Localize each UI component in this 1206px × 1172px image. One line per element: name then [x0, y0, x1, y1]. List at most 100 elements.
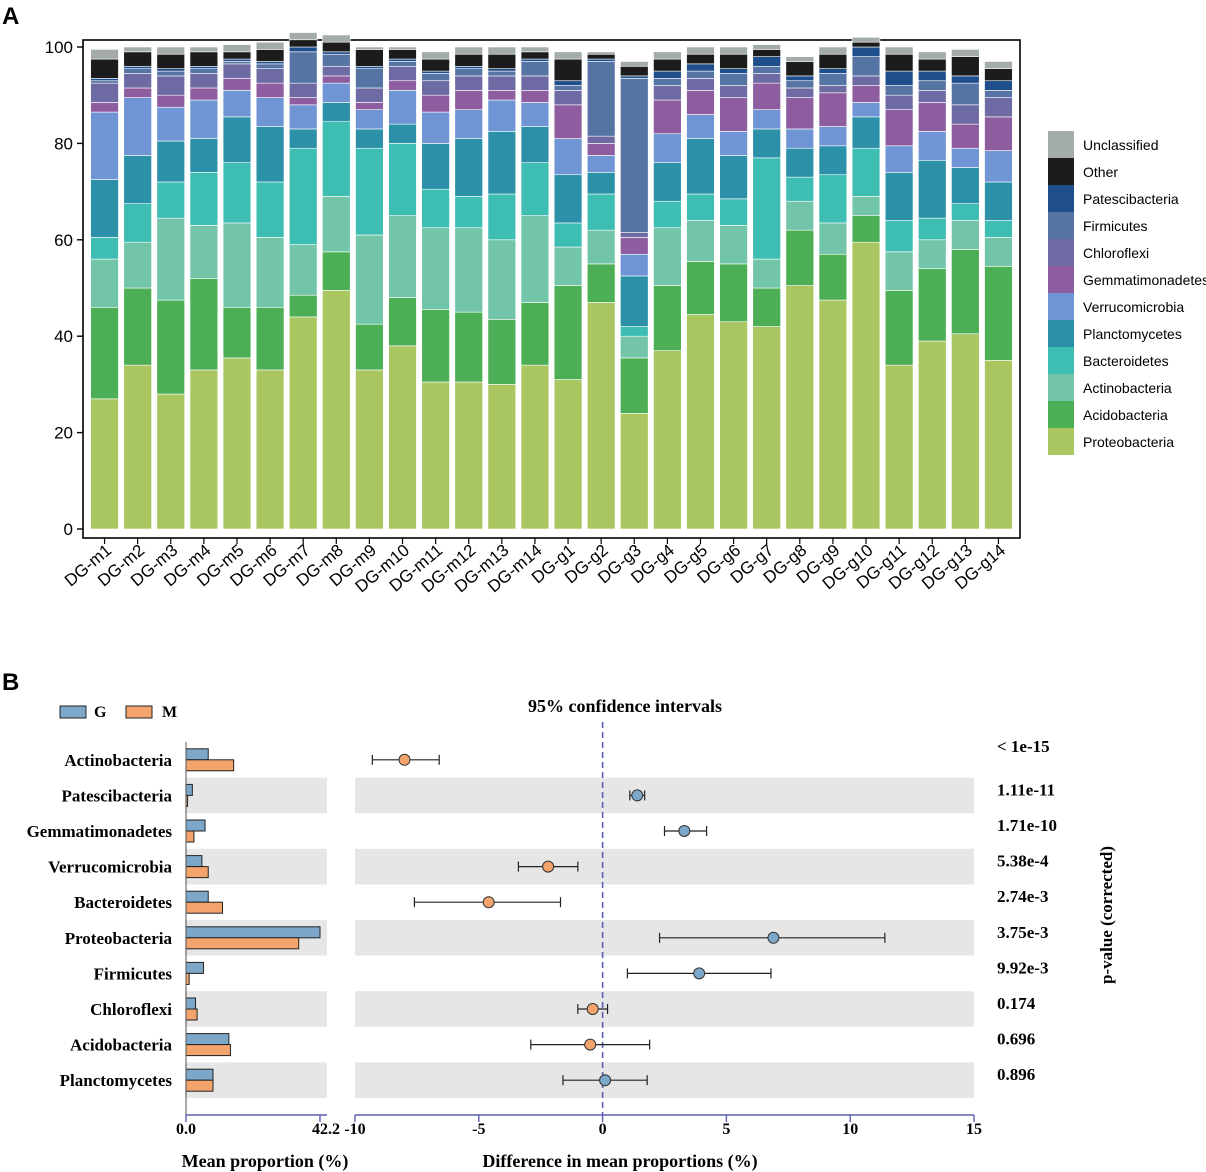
stacked-bar-chart: 020406080100DG-m1DG-m2DG-m3DG-m4DG-m5DG-… [45, 32, 1021, 596]
bar-segment [719, 225, 748, 265]
bar-m [185, 1008, 198, 1021]
bar-segment [189, 172, 219, 226]
bar-segment [355, 65, 384, 69]
bar-segment [156, 70, 185, 77]
bar-segment [388, 49, 417, 60]
bar-segment [586, 61, 616, 137]
bar-segment [752, 56, 781, 67]
bar-segment [851, 147, 881, 197]
bar-segment [951, 123, 980, 149]
ci-point [542, 860, 555, 873]
bar-segment [620, 75, 649, 79]
row-label: Proteobacteria [65, 929, 173, 948]
bar-segment [355, 49, 384, 67]
bar-segment [586, 193, 616, 231]
bar-segment [785, 128, 815, 149]
bar-segment [984, 266, 1013, 361]
legend-m-swatch [125, 705, 153, 719]
bar-segment [255, 306, 285, 371]
bar-segment [454, 65, 483, 69]
bar-segment [520, 75, 550, 91]
bar-segment [355, 102, 384, 110]
bar-g [185, 890, 209, 903]
bar-segment [421, 58, 450, 72]
bar-segment [520, 215, 550, 303]
bar-segment [255, 369, 285, 530]
bar-segment [818, 299, 848, 530]
row-label: Gemmatimonadetes [27, 822, 173, 841]
mean-proportion-axis-title: Mean proportion (%) [182, 1151, 349, 1172]
bar-segment [951, 203, 980, 221]
bar-segment [487, 239, 517, 320]
bar-segment [222, 78, 252, 91]
bar-segment [918, 51, 947, 60]
bar-segment [586, 229, 616, 265]
bar-segment [851, 241, 881, 530]
bar-segment [653, 285, 682, 351]
bar-segment [454, 138, 483, 197]
bar-segment [553, 51, 583, 60]
bar-segment [222, 58, 252, 62]
diff-x-tick-label: -10 [344, 1121, 365, 1138]
legend-swatch [1048, 239, 1074, 266]
ci-point [482, 896, 495, 909]
bar-segment [322, 196, 351, 253]
y-tick-label: 20 [54, 424, 73, 443]
bar-segment [653, 51, 682, 60]
bar-segment [951, 56, 980, 77]
bar-segment [487, 75, 517, 91]
bar-segment [388, 345, 417, 530]
bar-m [185, 759, 235, 772]
bar-segment [984, 181, 1013, 221]
bar-segment [553, 90, 583, 106]
bar-segment [686, 193, 715, 221]
legend-swatch [1048, 158, 1074, 185]
bar-segment [686, 90, 715, 115]
bar-segment [586, 53, 616, 60]
bar-segment [553, 138, 583, 176]
bar-segment [851, 116, 881, 149]
bar-segment [355, 87, 384, 103]
bar-segment [818, 222, 848, 255]
bar-segment [653, 99, 682, 135]
ci-point [631, 789, 644, 802]
bar-segment [951, 147, 980, 168]
bar-segment [918, 80, 947, 91]
bar-segment [421, 188, 450, 229]
bar-segment [454, 46, 483, 55]
bar-segment [851, 37, 881, 43]
bar-segment [785, 147, 815, 178]
bar-segment [951, 249, 980, 335]
bar-segment [255, 49, 285, 62]
ci-point [599, 1074, 612, 1087]
bar-segment [984, 90, 1013, 98]
bar-segment [487, 319, 517, 385]
bar-segment [90, 78, 119, 82]
mean-x-tick-label: 42.2 [312, 1121, 340, 1138]
bar-segment [156, 94, 185, 108]
y-tick-label: 60 [54, 231, 73, 250]
bar-segment [189, 68, 219, 74]
bar-segment [818, 92, 848, 127]
diff-x-tick-label: 15 [966, 1121, 982, 1138]
bar-segment [752, 287, 781, 327]
bar-segment [884, 172, 914, 221]
bar-segment [520, 51, 550, 60]
bar-segment [487, 53, 517, 69]
bar-segment [255, 41, 285, 50]
bar-segment [454, 311, 483, 383]
row-label: Acidobacteria [70, 1036, 172, 1055]
bar-segment [851, 46, 881, 57]
legend-swatch [1048, 293, 1074, 320]
bar-segment [421, 94, 450, 113]
bar-segment [752, 44, 781, 50]
bar-segment [487, 131, 517, 195]
row-stripe [355, 1062, 974, 1098]
bar-segment [255, 237, 285, 308]
bar-segment [355, 369, 384, 530]
bar-segment [951, 167, 980, 204]
bar-segment [984, 97, 1013, 118]
bar-segment [620, 65, 649, 77]
bar-segment [785, 80, 815, 89]
